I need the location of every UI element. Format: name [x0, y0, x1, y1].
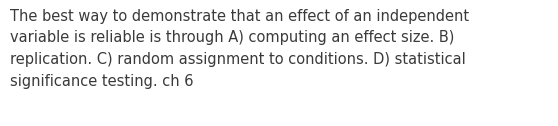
Text: The best way to demonstrate that an effect of an independent
variable is reliabl: The best way to demonstrate that an effe… [10, 9, 469, 89]
